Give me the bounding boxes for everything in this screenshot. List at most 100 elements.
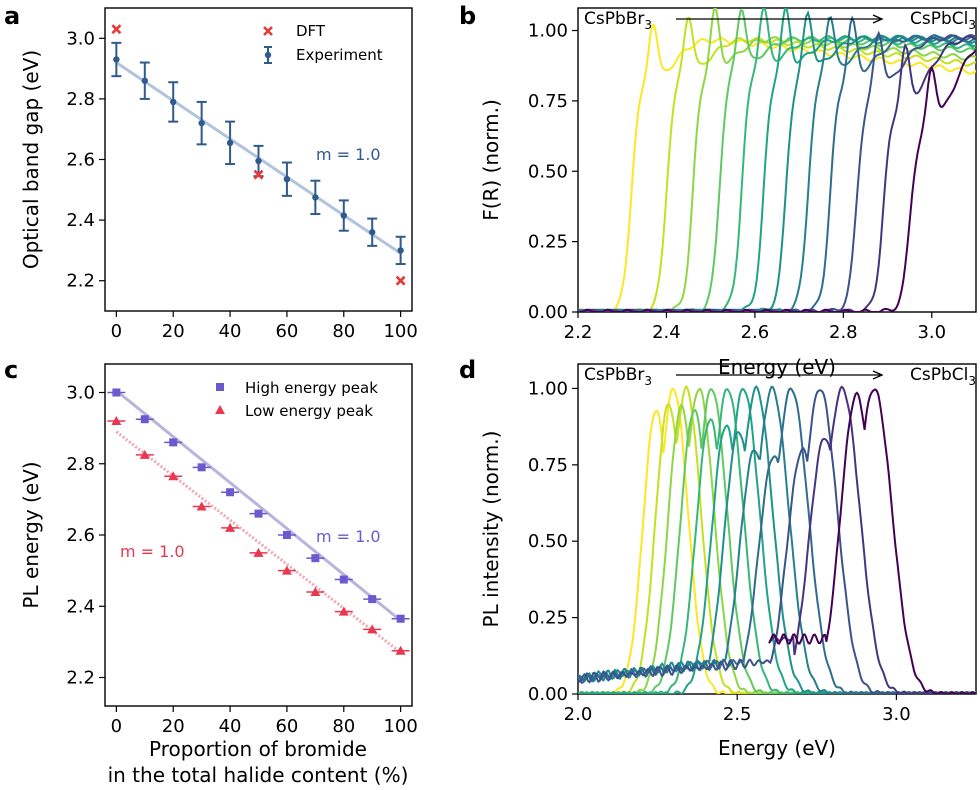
- pl-spectrum-line: [578, 389, 976, 694]
- y-tick-label: 1.00: [528, 378, 568, 399]
- start-compound-label: CsPbBr3: [584, 365, 652, 388]
- spectra-group: [578, 8, 976, 312]
- pl-spectrum-line: [578, 388, 976, 694]
- low-peak-point: [281, 565, 292, 575]
- x-tick-label: 3.0: [917, 322, 946, 343]
- plot-frame: [577, 363, 977, 695]
- x-tick-label: 80: [332, 321, 355, 342]
- spectrum-line: [578, 8, 976, 312]
- x-axis-label-line2: in the total halide content (%): [108, 763, 409, 787]
- panel-c-chart: 0 20 40 60 80 100 2.2 2.4 2.6 2.8 3.0 PL energy (eV…: [19, 363, 418, 787]
- experiment-point: [312, 194, 319, 201]
- high-peak-point: [339, 575, 348, 584]
- x-tick-label: 20: [162, 321, 185, 342]
- x-tick-label: 2.5: [723, 704, 752, 725]
- x-tick-label: 2.8: [829, 322, 858, 343]
- x-tick-label: 60: [275, 321, 298, 342]
- spectrum-line: [578, 15, 976, 312]
- spectrum-line: [578, 23, 976, 312]
- x-tick-label: 20: [162, 716, 185, 737]
- y-tick-label: 2.2: [66, 668, 95, 689]
- high-peak-point: [197, 463, 206, 472]
- experiment-point: [340, 212, 347, 219]
- legend-experiment-label: Experiment: [296, 46, 383, 64]
- x-axis-label: Energy (eV): [718, 736, 836, 760]
- pl-spectrum-line: [578, 387, 976, 694]
- panel-label-c: c: [4, 356, 18, 384]
- spectrum-line: [578, 16, 976, 312]
- spectrum-line: [578, 35, 976, 312]
- high-peak-point: [169, 438, 178, 447]
- spectrum-line: [578, 48, 976, 312]
- high-peak-point: [311, 554, 320, 563]
- x-tick-label: 80: [332, 716, 355, 737]
- high-peak-point: [226, 488, 235, 497]
- x-tick-label: 60: [275, 716, 298, 737]
- experiment-point: [369, 229, 376, 236]
- y-tick-label: 2.8: [66, 454, 95, 475]
- y-axis-label: Optical band gap (eV): [19, 50, 43, 269]
- low-peak-point: [168, 471, 179, 481]
- experiment-point: [141, 77, 148, 84]
- y-tick-label: 0.00: [528, 684, 568, 705]
- y-tick-label: 2.8: [66, 89, 95, 110]
- start-compound-label: CsPbBr3: [584, 9, 652, 32]
- y-tick-label: 2.6: [66, 525, 95, 546]
- y-axis-label: PL energy (eV): [19, 461, 43, 608]
- panel-label-d: d: [459, 356, 476, 384]
- panel-a-chart: 0 20 40 60 80 100 2.2 2.4 2.6 2.8 3.0 Optical band …: [19, 7, 418, 342]
- high-peak-point: [254, 509, 263, 518]
- low-peak-point: [196, 501, 207, 511]
- y-tick-label: 3.0: [66, 28, 95, 49]
- x-axis-label-line1: Proportion of bromide: [149, 737, 367, 761]
- experiment-point: [170, 98, 177, 106]
- x-tick-label: 2.4: [652, 322, 681, 343]
- legend-low-label: Low energy peak: [245, 402, 373, 420]
- panel-label-a: a: [4, 2, 20, 30]
- x-tick-label: 40: [219, 321, 242, 342]
- low-peak-point: [253, 547, 264, 557]
- x-tick-label: 40: [219, 716, 242, 737]
- spectrum-line: [578, 8, 976, 312]
- high-peak-point: [140, 415, 149, 424]
- panel-b-chart: 2.2 2.4 2.6 2.8 3.0 0.00 0.25 0.50 0.75 1.00 F(R) …: [479, 7, 977, 379]
- experiment-point: [397, 247, 404, 254]
- experiment-point: [226, 139, 234, 147]
- y-tick-label: 0.25: [528, 232, 568, 253]
- y-tick-label: 0.50: [528, 531, 568, 552]
- y-tick-label: 0.25: [528, 608, 568, 629]
- y-tick-label: 0.00: [528, 302, 568, 323]
- slope-annotation-high: m = 1.0: [316, 527, 381, 546]
- legend-dft-label: DFT: [296, 22, 326, 40]
- y-tick-label: 1.00: [528, 21, 568, 42]
- x-tick-label: 0: [111, 321, 122, 342]
- experiment-point: [113, 56, 120, 63]
- x-tick-label: 100: [383, 716, 417, 737]
- end-compound-label: CsPbCl3: [910, 9, 976, 32]
- slope-annotation: m = 1.0: [316, 145, 381, 164]
- panel-d-chart: 2.0 2.5 3.0 0.00 0.25 0.50 0.75 1.00 PL intensit…: [479, 363, 977, 760]
- dft-point: [253, 169, 264, 180]
- experiment-point: [198, 119, 205, 127]
- dft-point: [395, 275, 406, 286]
- slope-annotation-low: m = 1.0: [120, 542, 185, 561]
- pl-spectrum-line: [768, 385, 976, 694]
- low-peak-point: [310, 587, 321, 596]
- panel-label-b: b: [459, 2, 476, 30]
- experiment-point: [283, 175, 291, 183]
- low-peak-point: [139, 449, 150, 459]
- y-tick-label: 0.50: [528, 161, 568, 182]
- x-tick-label: 3.0: [882, 704, 911, 725]
- legend-dft-marker: [263, 26, 273, 36]
- composition-arrow-head: [872, 14, 884, 24]
- y-axis-label: F(R) (norm.): [479, 99, 503, 221]
- legend-high-marker: [216, 383, 224, 391]
- low-peak-point: [367, 624, 378, 634]
- low-peak-point: [395, 645, 406, 655]
- spectrum-line: [578, 8, 976, 312]
- y-axis-label: PL intensity (norm.): [479, 431, 503, 628]
- x-tick-label: 0: [111, 716, 122, 737]
- y-tick-label: 0.75: [528, 455, 568, 476]
- legend-high-label: High energy peak: [245, 379, 378, 397]
- spectra-group: [578, 384, 976, 694]
